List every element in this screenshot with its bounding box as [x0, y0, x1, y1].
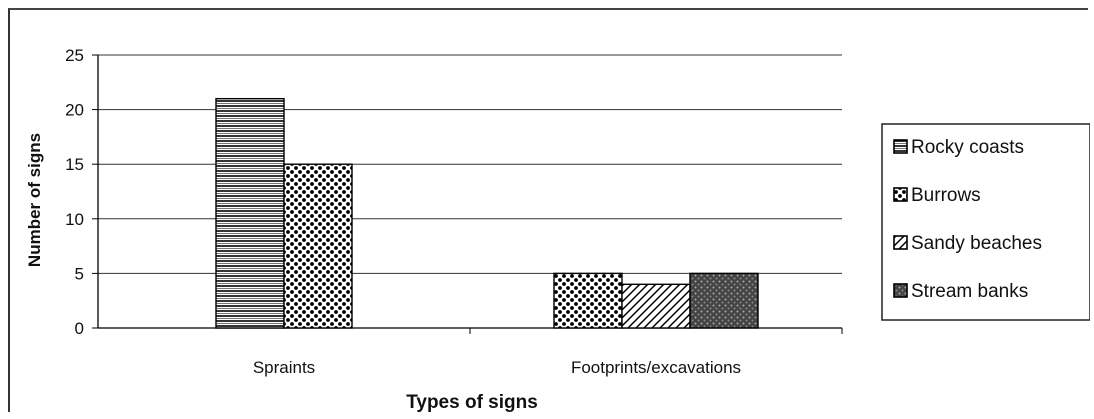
y-tick-label: 5: [75, 264, 84, 283]
y-tick-label: 25: [65, 46, 84, 65]
legend-label: Burrows: [911, 185, 981, 206]
legend-label: Rocky coasts: [911, 137, 1024, 158]
legend-swatch: [893, 283, 908, 298]
x-tick-label: Spraints: [253, 358, 315, 377]
tick-labels: 0 5 10 15 20 25 Spraints Footprints/excavations: [65, 46, 741, 377]
legend-box: [881, 123, 1091, 321]
bar-chart: 0 5 10 15 20 25 Spraints Footprints/excavations…: [25, 46, 1091, 413]
bar-sandy-beaches: [621, 283, 691, 329]
chart-frame: 0 5 10 15 20 25 Spraints Footprints/excavations…: [8, 8, 1091, 413]
x-axis-label: Types of signs: [406, 392, 538, 413]
legend: Rocky coasts Burrows Sandy beaches Stream b…: [881, 123, 1091, 321]
legend-swatch: [893, 187, 908, 202]
gridlines: [98, 54, 842, 274]
y-tick-label: 20: [65, 101, 84, 120]
legend-label: Sandy beaches: [911, 233, 1042, 254]
legend-swatch: [893, 235, 908, 250]
legend-swatch: [893, 139, 908, 154]
x-tick-label: Footprints/excavations: [571, 358, 741, 377]
bars: [215, 97, 759, 329]
bar-rocky-coasts: [215, 97, 285, 329]
bar-burrows: [553, 272, 623, 329]
y-tick-label: 10: [65, 210, 84, 229]
legend-label: Stream banks: [911, 281, 1028, 302]
bar-stream-banks: [689, 272, 759, 329]
y-axis-label: Number of signs: [25, 133, 44, 267]
y-tick-label: 15: [65, 155, 84, 174]
y-tick-label: 0: [75, 319, 84, 338]
bar-burrows: [283, 163, 353, 329]
